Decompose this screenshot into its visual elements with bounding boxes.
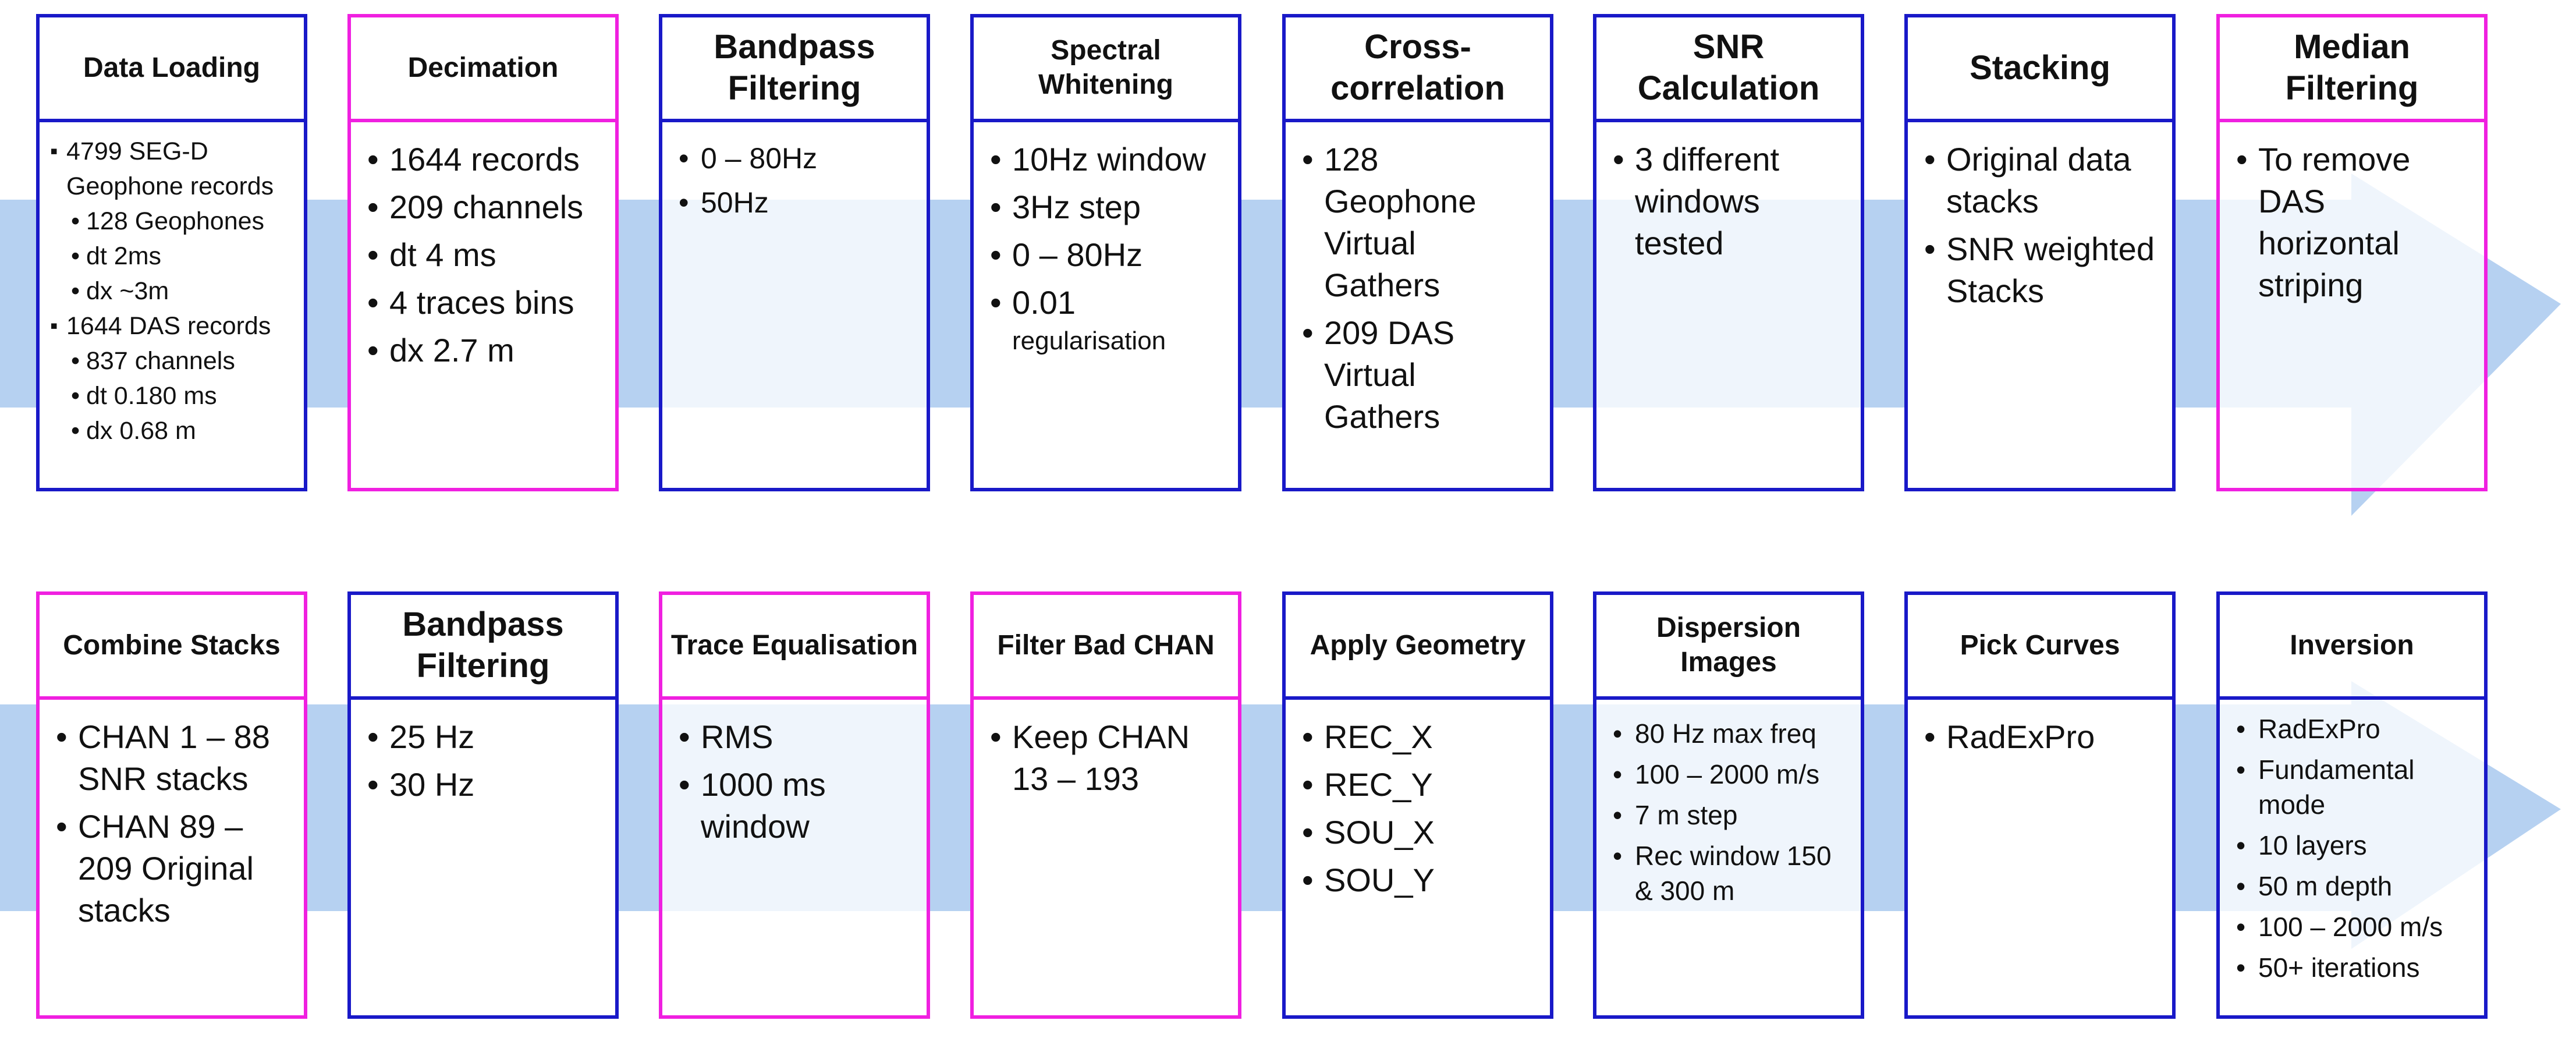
stage-title: Dispersion Images [1596,595,1861,700]
list-item: 0.01 regularisation [988,282,1227,359]
stage-title: Data Loading [40,17,304,122]
stage-title: Bandpass Filtering [351,595,615,700]
list-item: 4 traces bins [365,282,605,324]
stage-title: Bandpass Filtering [662,17,927,122]
list-item: 209 channels [365,186,605,228]
list-item: 100 – 2000 m/s [2234,909,2474,944]
list-item: Keep CHAN 13 – 193 [988,716,1227,800]
list-item: 50+ iterations [2234,950,2474,985]
stage-title: Median Filtering [2220,17,2484,122]
list-item: 0 – 80Hz [676,139,916,178]
list-item: 128 Geophone Virtual Gathers [1300,139,1539,306]
stage-list: RadExPro Fundamental mode 10 layers 50 m… [2234,711,2474,985]
stage-list: RMS 1000 ms window [676,716,916,848]
stage-pick-curves: Pick Curves RadExPro [1904,591,2176,1019]
stage-title: Pick Curves [1908,595,2172,700]
list-item: 7 m step [1610,798,1850,832]
stage-inversion: Inversion RadExPro Fundamental mode 10 l… [2216,591,2488,1019]
stage-bandpass-filtering-1: Bandpass Filtering 0 – 80Hz 50Hz [659,14,930,491]
stage-list: 1644 records 209 channels dt 4 ms 4 trac… [365,139,605,371]
list-item: CHAN 1 – 88 SNR stacks [54,716,293,800]
stage-apply-geometry: Apply Geometry REC_X REC_Y SOU_X SOU_Y [1282,591,1553,1019]
list-item: 30 Hz [365,764,605,806]
stage-title: Stacking [1908,17,2172,122]
stage-combine-stacks: Combine Stacks CHAN 1 – 88 SNR stacks CH… [36,591,307,1019]
list-item: 837 channels [50,343,299,378]
stage-list: REC_X REC_Y SOU_X SOU_Y [1300,716,1539,901]
stage-title: Decimation [351,17,615,122]
stage-list: 128 Geophone Virtual Gathers 209 DAS Vir… [1300,139,1539,438]
data-loading-list: 4799 SEG-D Geophone records 128 Geophone… [50,134,299,448]
list-item: 25 Hz [365,716,605,758]
list-item-tail: regularisation [1012,327,1166,355]
list-item: dt 2ms [50,239,299,274]
list-item: 50 m depth [2234,869,2474,904]
list-item: 10Hz window [988,139,1227,180]
stage-list: Original data stacks SNR weighted Stacks [1922,139,2162,312]
list-item: 209 DAS Virtual Gathers [1300,312,1539,438]
list-item: Rec window 150 & 300 m [1610,838,1850,908]
list-item: 3 different windows tested [1610,139,1850,264]
list-item: Fundamental mode [2234,752,2474,822]
stage-title: Filter Bad CHAN [974,595,1238,700]
stage-list: 25 Hz 30 Hz [365,716,605,806]
stage-list: To remove DAS horizontal striping [2234,139,2474,306]
stage-list: 10Hz window 3Hz step 0 – 80Hz 0.01 regul… [988,139,1227,359]
stage-data-loading: Data Loading 4799 SEG-D Geophone records… [36,14,307,491]
list-item: SNR weighted Stacks [1922,228,2162,312]
list-item: dx 0.68 m [50,413,299,448]
stage-list: 80 Hz max freq 100 – 2000 m/s 7 m step R… [1610,716,1850,908]
list-item: SOU_X [1300,812,1539,853]
stage-title: Combine Stacks [40,595,304,700]
stage-trace-equalisation: Trace Equalisation RMS 1000 ms window [659,591,930,1019]
stage-title: Apply Geometry [1286,595,1550,700]
stage-title: Spectral Whitening [974,17,1238,122]
list-item: 100 – 2000 m/s [1610,757,1850,792]
list-item: REC_X [1300,716,1539,758]
list-item: 10 layers [2234,828,2474,863]
stage-stacking: Stacking Original data stacks SNR weight… [1904,14,2176,491]
list-item: REC_Y [1300,764,1539,806]
list-item: 3Hz step [988,186,1227,228]
stage-title: Trace Equalisation [662,595,927,700]
list-item: SOU_Y [1300,859,1539,901]
list-item: To remove DAS horizontal striping [2234,139,2474,306]
stage-title: SNR Calculation [1596,17,1861,122]
list-item: 128 Geophones [50,204,299,239]
list-item: RMS [676,716,916,758]
stage-cross-correlation: Cross-correlation 128 Geophone Virtual G… [1282,14,1553,491]
list-item: dx 2.7 m [365,330,605,371]
list-item: RadExPro [1922,716,2162,758]
stage-dispersion-images: Dispersion Images 80 Hz max freq 100 – 2… [1593,591,1864,1019]
stage-snr-calculation: SNR Calculation 3 different windows test… [1593,14,1864,491]
list-item: 1000 ms window [676,764,916,848]
stage-list: Keep CHAN 13 – 193 [988,716,1227,800]
stage-title: Cross-correlation [1286,17,1550,122]
stage-list: CHAN 1 – 88 SNR stacks CHAN 89 – 209 Ori… [54,716,293,931]
list-item: 0 – 80Hz [988,234,1227,276]
stage-list: 0 – 80Hz 50Hz [676,139,916,222]
stage-filter-bad-chan: Filter Bad CHAN Keep CHAN 13 – 193 [970,591,1241,1019]
stage-list: RadExPro [1922,716,2162,758]
list-item: CHAN 89 – 209 Original stacks [54,806,293,931]
list-item: dx ~3m [50,274,299,309]
list-item: Original data stacks [1922,139,2162,222]
stage-bandpass-filtering-2: Bandpass Filtering 25 Hz 30 Hz [347,591,619,1019]
list-item: 1644 DAS records [50,309,299,343]
list-item: dt 4 ms [365,234,605,276]
list-item: dt 0.180 ms [50,378,299,413]
stage-title: Inversion [2220,595,2484,700]
list-item: 80 Hz max freq [1610,716,1850,751]
list-item: 4799 SEG-D Geophone records [50,134,299,204]
list-item-text: 0.01 [1012,284,1076,321]
stage-spectral-whitening: Spectral Whitening 10Hz window 3Hz step … [970,14,1241,491]
list-item: 50Hz [676,183,916,222]
list-item: 1644 records [365,139,605,180]
stage-decimation: Decimation 1644 records 209 channels dt … [347,14,619,491]
stage-median-filtering: Median Filtering To remove DAS horizonta… [2216,14,2488,491]
list-item: RadExPro [2234,711,2474,746]
stage-list: 3 different windows tested [1610,139,1850,264]
